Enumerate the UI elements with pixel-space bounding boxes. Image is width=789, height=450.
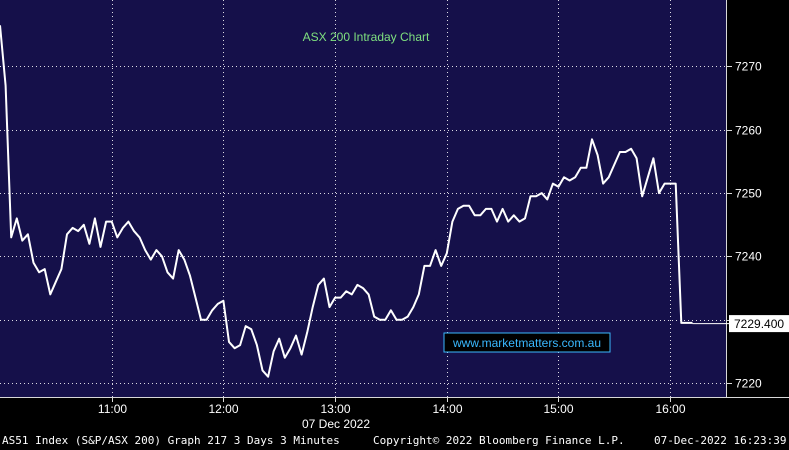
x-tick-label: 11:00	[98, 402, 127, 416]
chart-title: ASX 200 Intraday Chart	[303, 30, 430, 44]
x-tick-label: 13:00	[320, 402, 350, 416]
watermark: www.marketmatters.com.au	[443, 332, 611, 353]
last-value-callout: 7229.400	[692, 315, 789, 333]
watermark-text: www.marketmatters.com.au	[452, 336, 601, 350]
y-tick-label: 7260	[735, 124, 762, 138]
x-tick-label: 12:00	[208, 402, 238, 416]
x-axis-date-label: 07 Dec 2022	[302, 417, 370, 431]
y-tick-label: 7220	[735, 377, 762, 391]
y-tick-label: 7270	[735, 60, 762, 74]
grid-lines	[0, 0, 726, 397]
footer-copyright: Copyright© 2022 Bloomberg Finance L.P.	[373, 434, 625, 447]
footer-timestamp: 07-Dec-2022 16:23:39	[654, 434, 787, 447]
plot-area	[0, 0, 726, 397]
watermark-box	[443, 332, 611, 353]
last-value-label: 7229.400	[734, 317, 784, 331]
x-tick-label: 15:00	[543, 402, 573, 416]
y-tick-label: 7240	[735, 250, 762, 264]
footer-security: AS51 Index (S&P/ASX 200) Graph 217 3 Day…	[2, 434, 340, 447]
x-tick-label: 14:00	[432, 402, 462, 416]
status-bar: AS51 Index (S&P/ASX 200) Graph 217 3 Day…	[0, 432, 789, 450]
last-value-box	[729, 315, 789, 333]
y-tick-label: 7250	[735, 187, 762, 201]
x-tick-label: 16:00	[655, 402, 685, 416]
series-line	[0, 25, 693, 378]
x-axis-ticks: 11:00 12:00 13:00 14:00 15:00 16:00	[98, 397, 686, 416]
